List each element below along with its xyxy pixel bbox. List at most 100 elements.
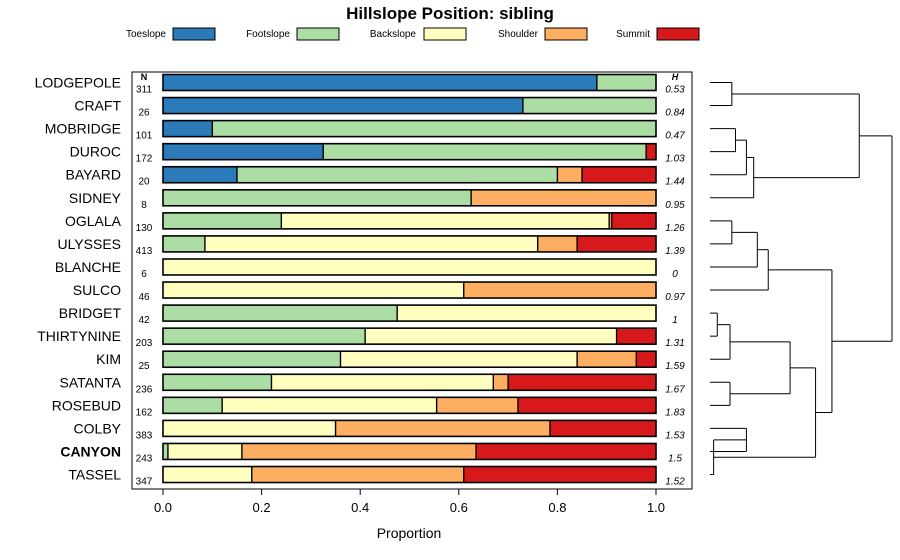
bar-segment-footslope	[163, 351, 341, 368]
bar-outline	[162, 142, 657, 161]
bar-outline	[162, 396, 657, 415]
bar-outline	[162, 96, 657, 115]
bar-segment-footslope	[323, 143, 647, 160]
x-tick-label: 0.4	[351, 500, 369, 515]
category-label-craft: CRAFT	[74, 98, 121, 114]
category-label-blanche: BLANCHE	[55, 259, 121, 275]
bar-segment-shoulder	[471, 189, 656, 206]
category-label-oglala: OGLALA	[65, 213, 122, 229]
bar-outline	[162, 304, 657, 322]
h-label: 1.39	[665, 246, 685, 257]
bar-segment-backslope	[163, 466, 252, 483]
plot-panel	[131, 71, 693, 490]
bar-segment-footslope	[163, 212, 282, 229]
bar-segment-footslope	[163, 328, 366, 345]
category-label-rosebud: ROSEBUD	[52, 397, 121, 413]
bars: LODGEPOLE 311 0.53 CRAFT 26 0.84 MOBRIDGE 101 0.…	[35, 73, 685, 488]
h-label: 1.44	[665, 177, 685, 188]
bar-outline	[162, 235, 657, 253]
bar-outline	[162, 327, 657, 345]
bar-outline	[162, 73, 657, 92]
n-label: 42	[138, 315, 150, 326]
n-label: 203	[136, 338, 153, 349]
bar-segment-footslope	[596, 74, 656, 91]
category-label-kim: KIM	[96, 351, 121, 367]
n-label: 243	[136, 453, 153, 464]
bar-segment-backslope	[167, 443, 242, 460]
h-label: 1.52	[665, 477, 685, 488]
category-label-satanta: SATANTA	[60, 374, 122, 390]
n-label: 172	[136, 154, 153, 165]
category-label-lodgepole: LODGEPOLE	[35, 75, 121, 91]
bar-segment-summit	[517, 397, 656, 414]
h-label: 1.59	[665, 361, 685, 372]
n-header: N	[141, 72, 148, 82]
n-label: 46	[138, 292, 150, 303]
bar-segment-shoulder	[251, 466, 464, 483]
bar-segment-toeslope	[163, 166, 237, 183]
bar-segment-shoulder	[436, 397, 518, 414]
chart-title: Hillslope Position: sibling	[346, 4, 554, 23]
n-label: 383	[136, 430, 153, 441]
x-tick-label: 1.0	[647, 500, 665, 515]
n-label: 25	[138, 361, 150, 372]
bar-segment-backslope	[397, 305, 656, 322]
legend-label-summit: Summit	[616, 29, 650, 40]
n-label: 101	[136, 131, 153, 142]
bar-outline	[162, 258, 657, 276]
category-label-mobridge: MOBRIDGE	[45, 121, 121, 137]
x-tick-label: 0.2	[253, 500, 271, 515]
n-label: 8	[141, 200, 147, 211]
n-label: 130	[136, 223, 153, 234]
n-label: 347	[136, 477, 153, 488]
bar-segment-shoulder	[493, 374, 509, 391]
bar-outline	[162, 465, 657, 484]
n-label: 413	[136, 246, 153, 257]
bar-segment-backslope	[163, 420, 336, 437]
h-label: 1.26	[665, 223, 685, 234]
bar-segment-summit	[463, 466, 656, 483]
bar-segment-summit	[616, 328, 656, 345]
legend-label-toeslope: Toeslope	[126, 29, 166, 40]
category-label-bayard: BAYARD	[66, 167, 122, 183]
n-label: 6	[141, 269, 147, 280]
bar-outline	[162, 419, 657, 438]
bar-segment-toeslope	[163, 97, 523, 114]
bar-outline	[162, 442, 657, 461]
h-label: 0.84	[665, 108, 685, 119]
bar-segment-footslope	[522, 97, 656, 114]
bar-segment-footslope	[163, 235, 205, 252]
h-label: 1.53	[665, 430, 685, 441]
x-axis-label: Proportion	[377, 525, 442, 541]
h-header: H	[672, 72, 679, 82]
n-label: 26	[138, 108, 150, 119]
legend-label-shoulder: Shoulder	[498, 29, 539, 40]
bar-segment-shoulder	[557, 166, 583, 183]
n-label: 311	[136, 85, 152, 96]
h-label: 1	[672, 315, 678, 326]
bar-segment-summit	[611, 212, 656, 229]
bar-segment-toeslope	[163, 143, 324, 160]
bar-segment-toeslope	[163, 120, 213, 137]
bar-segment-summit	[646, 143, 656, 160]
category-label-canyon: CANYON	[60, 443, 121, 459]
category-label-thirtynine: THIRTYNINE	[37, 328, 121, 344]
legend-swatch-backslope	[423, 27, 467, 41]
bar-segment-summit	[636, 351, 656, 368]
bar-segment-shoulder	[463, 282, 656, 299]
h-label: 1.31	[665, 338, 684, 349]
bar-segment-summit	[577, 235, 656, 252]
legend-label-footslope: Footslope	[246, 29, 290, 40]
n-label: 162	[136, 407, 153, 418]
bar-segment-footslope	[212, 120, 657, 137]
bar-segment-footslope	[236, 166, 558, 183]
category-label-colby: COLBY	[74, 420, 122, 436]
bar-segment-footslope	[163, 374, 272, 391]
x-axis: 0.0 0.2 0.4 0.6 0.8 1.0	[154, 489, 665, 515]
bar-segment-backslope	[365, 328, 617, 345]
bar-segment-backslope	[222, 397, 437, 414]
category-label-tassel: TASSEL	[68, 467, 121, 483]
h-label: 1.03	[665, 154, 685, 165]
n-label: 236	[136, 384, 153, 395]
